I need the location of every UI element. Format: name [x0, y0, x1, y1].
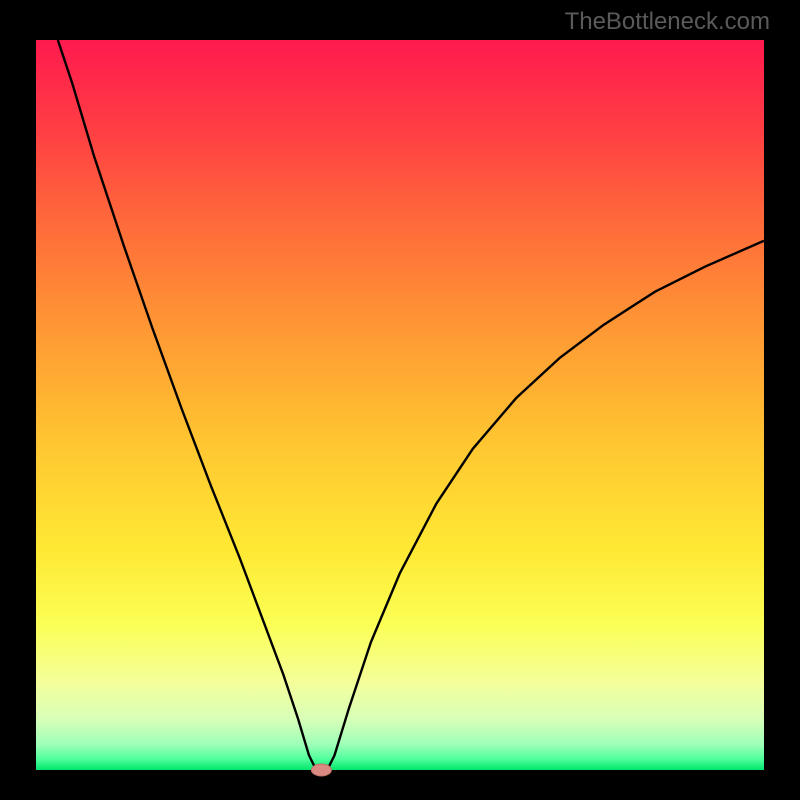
plot-background	[36, 40, 764, 770]
watermark-text: TheBottleneck.com	[565, 8, 770, 36]
optimum-marker	[311, 764, 331, 776]
bottleneck-chart: TheBottleneck.com	[0, 0, 800, 800]
plot-svg	[0, 0, 800, 800]
